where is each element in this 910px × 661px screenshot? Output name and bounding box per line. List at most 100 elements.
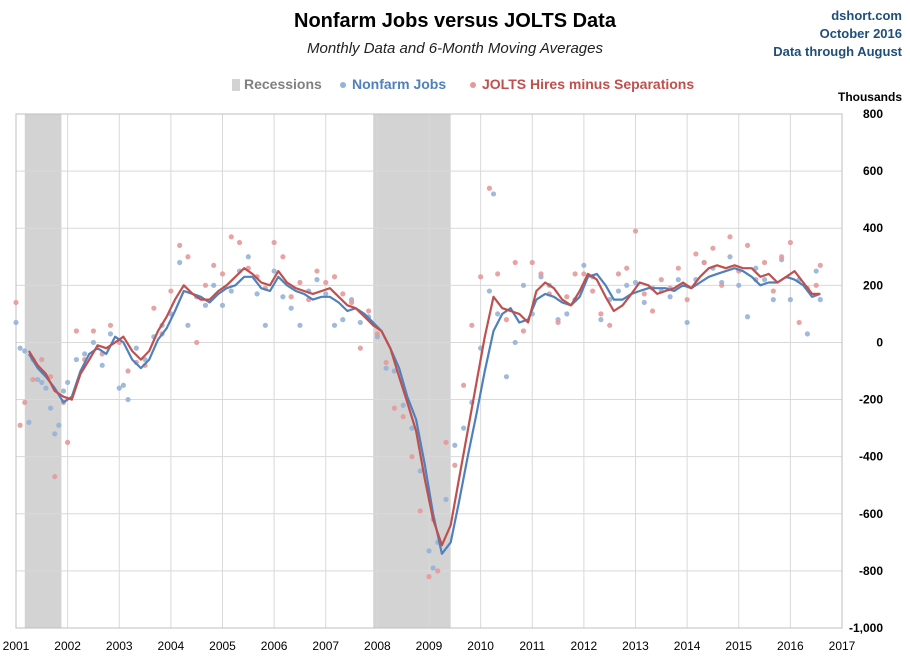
y-tick-label: -800 bbox=[859, 564, 883, 578]
jolts-point bbox=[39, 356, 45, 363]
jolts-point bbox=[796, 319, 802, 326]
nonfarm-point bbox=[598, 317, 604, 323]
jolts-point bbox=[817, 262, 823, 268]
nonfarm-point bbox=[443, 496, 449, 503]
nonfarm-point bbox=[787, 297, 793, 303]
nonfarm-point bbox=[82, 351, 88, 357]
nonfarm-point bbox=[417, 468, 423, 474]
jolts-point bbox=[538, 271, 544, 277]
legend-label-jolts: JOLTS Hires minus Separations bbox=[482, 76, 695, 92]
jolts-point bbox=[572, 271, 578, 277]
jolts-point bbox=[374, 331, 380, 337]
nonfarm-point bbox=[73, 356, 80, 363]
nonfarm-point bbox=[357, 319, 363, 326]
jolts-point bbox=[400, 414, 406, 420]
nonfarm-point bbox=[495, 311, 501, 317]
x-tick-label: 2013 bbox=[622, 639, 649, 653]
jolts-point bbox=[73, 328, 80, 334]
y-tick-label: -200 bbox=[859, 393, 883, 407]
nonfarm-point bbox=[512, 339, 518, 346]
nonfarm-point bbox=[185, 322, 191, 328]
jolts-point bbox=[581, 271, 587, 277]
x-tick-label: 2007 bbox=[312, 639, 339, 653]
jolts-point bbox=[22, 399, 28, 406]
jolts-point bbox=[641, 291, 647, 297]
jolts-point bbox=[598, 311, 604, 317]
nonfarm-point bbox=[56, 422, 62, 428]
nonfarm-point bbox=[340, 317, 346, 323]
jolts-point bbox=[219, 271, 226, 277]
nonfarm-point bbox=[35, 376, 41, 383]
nonfarm-point bbox=[125, 396, 131, 403]
x-tick-label: 2010 bbox=[467, 639, 494, 653]
jolts-point bbox=[555, 319, 561, 326]
nonfarm-point bbox=[430, 565, 436, 571]
nonfarm-point bbox=[503, 374, 510, 380]
jolts-point bbox=[271, 239, 277, 246]
jolts-point bbox=[17, 422, 23, 428]
jolts-point bbox=[202, 282, 209, 288]
jolts-point bbox=[787, 239, 793, 246]
nonfarm-point bbox=[520, 282, 527, 288]
jolts-point bbox=[151, 305, 157, 311]
jolts-point bbox=[512, 259, 518, 266]
jolts-point bbox=[52, 474, 58, 480]
jolts-point bbox=[409, 454, 415, 460]
x-tick-label: 2002 bbox=[54, 639, 81, 653]
jolts-point bbox=[503, 317, 510, 323]
nonfarm-point bbox=[383, 365, 389, 371]
jolts-point bbox=[426, 574, 432, 580]
y-tick-label: 800 bbox=[863, 107, 883, 121]
nonfarm-point bbox=[245, 254, 251, 260]
chart-title: Nonfarm Jobs versus JOLTS Data bbox=[294, 10, 616, 32]
x-tick-label: 2009 bbox=[416, 639, 443, 653]
nonfarm-point bbox=[804, 331, 811, 337]
nonfarm-point bbox=[400, 402, 406, 408]
jolts-point bbox=[435, 568, 441, 574]
jolts-point bbox=[297, 279, 303, 286]
jolts-point bbox=[236, 239, 243, 246]
jolts-point bbox=[710, 245, 716, 251]
nonfarm-point bbox=[280, 294, 286, 300]
jolts-point bbox=[615, 271, 622, 277]
plot-border bbox=[15, 113, 843, 629]
nonfarm-point bbox=[99, 362, 105, 368]
nonfarm-point bbox=[52, 431, 58, 437]
nonfarm-point bbox=[116, 385, 122, 391]
jolts-point bbox=[701, 259, 707, 266]
nonfarm-point bbox=[60, 388, 67, 394]
nonfarm-point bbox=[770, 297, 776, 303]
jolts-point bbox=[607, 322, 613, 328]
nonfarm-point bbox=[632, 279, 639, 286]
chart-legend: Recessions Nonfarm Jobs JOLTS Hires minu… bbox=[0, 76, 910, 94]
jolts-point bbox=[744, 242, 751, 248]
y-tick-label: 0 bbox=[876, 335, 883, 349]
x-tick-label: 2004 bbox=[158, 639, 185, 653]
x-tick-label: 2014 bbox=[674, 639, 701, 653]
chart-subtitle: Monthly Data and 6-Month Moving Averages bbox=[307, 40, 603, 57]
nonfarm-point bbox=[323, 291, 329, 297]
jolts-point bbox=[719, 282, 725, 288]
y-tick-label: -1,000 bbox=[849, 621, 883, 635]
nonfarm-point bbox=[254, 291, 260, 297]
nonfarm-point bbox=[17, 345, 23, 351]
jolts-point bbox=[564, 294, 570, 300]
legend-label-recessions: Recessions bbox=[244, 76, 322, 92]
nonfarm-point bbox=[736, 282, 742, 288]
nonfarm-point bbox=[314, 277, 320, 283]
jolts-point bbox=[495, 271, 501, 277]
jolts-point bbox=[228, 234, 234, 240]
nonfarm-point bbox=[133, 345, 139, 351]
jolts-point bbox=[331, 274, 338, 280]
x-tick-label: 2001 bbox=[3, 639, 30, 653]
x-tick-label: 2011 bbox=[519, 639, 545, 653]
jolts-point bbox=[65, 439, 71, 445]
nonfarm-point bbox=[120, 382, 126, 388]
nonfarm-point bbox=[727, 254, 733, 260]
jolts-point bbox=[340, 291, 346, 297]
jolts-point bbox=[460, 382, 467, 388]
jolts-point bbox=[383, 359, 389, 366]
jolts-point bbox=[529, 259, 535, 266]
nonfarm-point bbox=[624, 282, 630, 288]
